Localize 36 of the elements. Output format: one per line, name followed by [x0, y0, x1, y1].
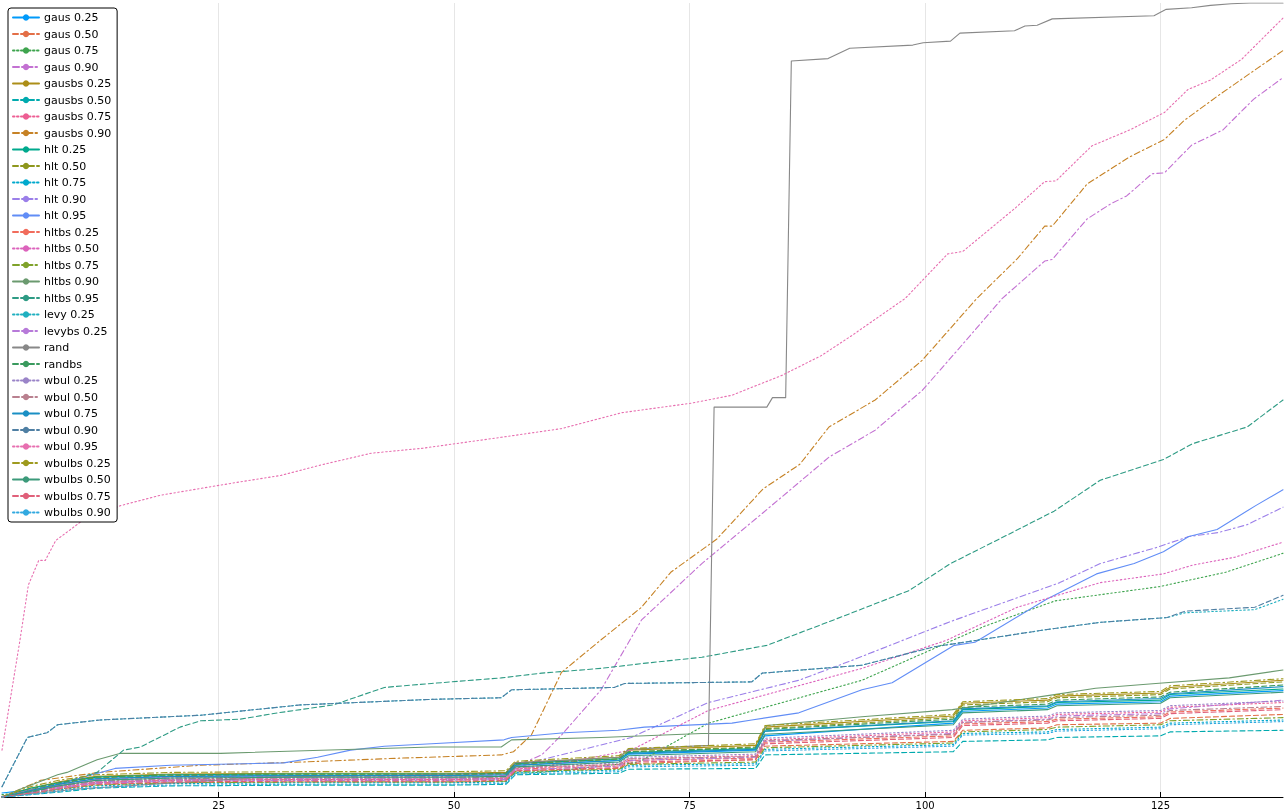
legend-label: wbul 0.75 [44, 407, 98, 420]
legend-label: wbul 0.95 [44, 440, 98, 453]
legend-label: hlt 0.95 [44, 209, 87, 222]
legend-label: hltbs 0.25 [44, 225, 100, 239]
x-tick-label: 100 [915, 799, 935, 811]
legend-label: levy 0.25 [44, 308, 95, 321]
legend-label: gaus 0.25 [44, 11, 99, 24]
x-tick-label: 125 [1151, 799, 1171, 811]
legend-label: wbulbs 0.50 [44, 473, 111, 486]
legend-label: gaus 0.50 [44, 27, 99, 41]
legend-label: rand [44, 341, 70, 354]
legend-label: hlt 0.50 [44, 159, 87, 173]
x-tick-label: 25 [212, 799, 226, 811]
legend-label: wbulbs 0.75 [44, 489, 111, 503]
legend-label: hltbs 0.75 [44, 258, 100, 272]
legend-label: wbul 0.50 [44, 390, 98, 404]
legend-label: hlt 0.75 [44, 176, 87, 189]
legend-label: hltbs 0.50 [44, 242, 100, 255]
legend-label: wbul 0.25 [44, 374, 98, 387]
x-tick-label: 75 [683, 799, 696, 811]
legend-label: randbs [44, 357, 83, 371]
legend-label: gausbs 0.75 [44, 110, 112, 123]
legend-label: gausbs 0.25 [44, 77, 112, 90]
legend-label: hlt 0.25 [44, 143, 87, 156]
legend-label: hltbs 0.90 [44, 275, 100, 288]
legend-label: gausbs 0.50 [44, 93, 112, 107]
legend-label: hltbs 0.95 [44, 291, 100, 305]
legend-label: levybs 0.25 [44, 324, 108, 338]
legend-label: wbul 0.90 [44, 423, 98, 437]
legend-label: gausbs 0.90 [44, 126, 112, 140]
legend-label: wbulbs 0.25 [44, 456, 111, 470]
legend-label: gaus 0.90 [44, 60, 99, 74]
legend-label: gaus 0.75 [44, 44, 99, 57]
x-tick-label: 50 [447, 799, 461, 811]
legend-label: wbulbs 0.90 [44, 506, 111, 519]
legend-label: hlt 0.90 [44, 192, 87, 206]
